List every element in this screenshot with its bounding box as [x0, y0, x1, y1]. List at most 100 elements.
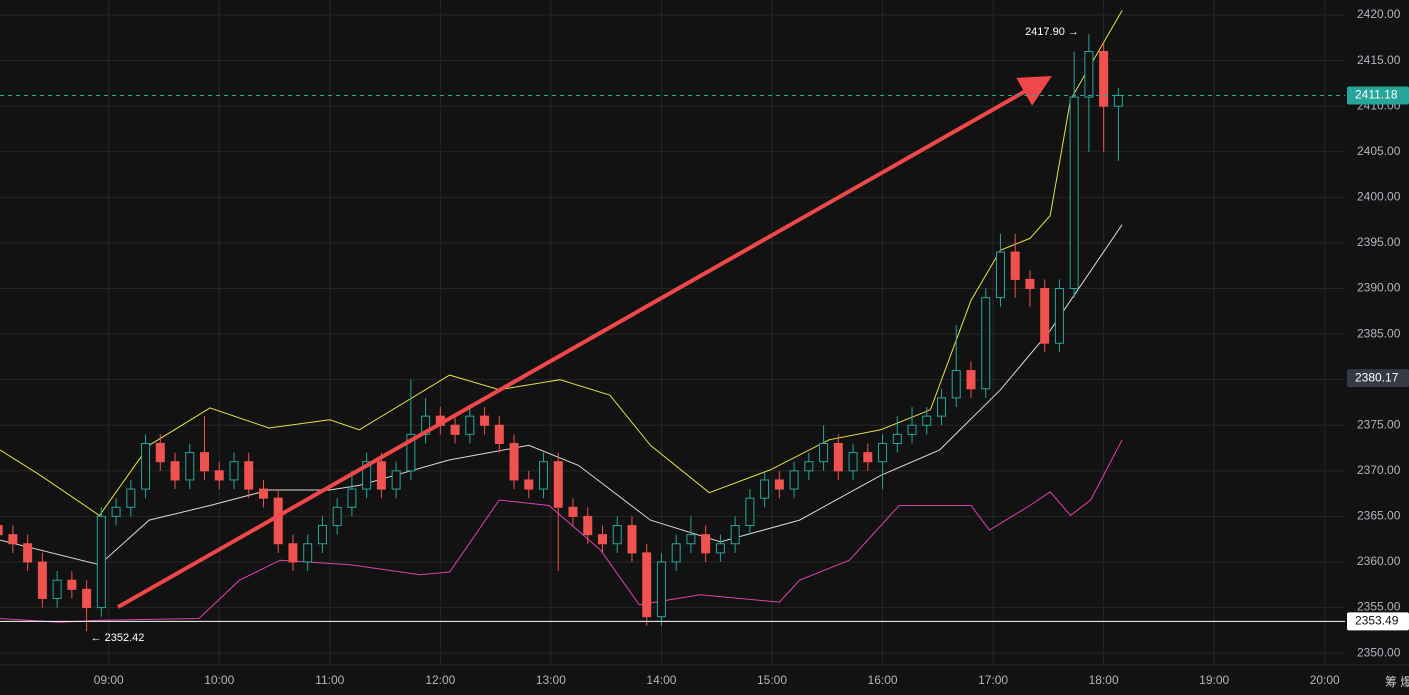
candle-body [819, 442, 829, 463]
candle-body [553, 461, 563, 508]
candle-body [376, 461, 386, 490]
candle-body [804, 461, 814, 472]
candle-body [1069, 96, 1079, 290]
candle-body [951, 370, 961, 399]
candle-body [1099, 51, 1109, 107]
y-tick-label: 2390.00 [1357, 281, 1401, 295]
y-tick-label: 2405.00 [1357, 144, 1401, 158]
bands [0, 10, 1123, 623]
candle-body [981, 297, 991, 390]
candle-body [1040, 288, 1050, 344]
candle-body [244, 461, 254, 490]
extreme-label: 2417.90 → [1025, 26, 1079, 38]
candle-body [317, 525, 327, 545]
x-tick-label: 17:00 [978, 673, 1008, 687]
candle-body [701, 534, 711, 554]
candle-body [494, 424, 504, 444]
candle-body [406, 433, 416, 472]
candle-body [1010, 251, 1020, 280]
x-tick-label: 09:00 [94, 673, 124, 687]
x-tick-label: 19:00 [1199, 673, 1229, 687]
overlays: 2411.18 2380.17 2353.49 2417.90 → ← 2352.42 [0, 26, 1409, 644]
candle-body [362, 461, 372, 490]
y-tick-label: 2375.00 [1357, 417, 1401, 431]
candle-body [185, 452, 195, 481]
corner-text: 筹 爆 [1385, 675, 1409, 689]
candle-body [966, 370, 976, 390]
candle-body [509, 442, 519, 481]
candle-body [907, 424, 917, 435]
band-line [0, 224, 1123, 566]
candle-body [568, 506, 578, 517]
candle-body [170, 461, 180, 481]
candle-body [258, 488, 268, 499]
candle-body [1025, 278, 1035, 290]
candle-body [627, 525, 637, 554]
candle-body [833, 442, 843, 472]
candle-body [200, 452, 210, 472]
y-tick-label: 2360.00 [1357, 554, 1401, 568]
candle-body [583, 515, 593, 536]
y-tick-label: 2370.00 [1357, 463, 1401, 477]
candle-body [480, 415, 490, 426]
y-tick-label: 2420.00 [1357, 7, 1401, 21]
candle-body [745, 497, 755, 527]
candle-body [1113, 94, 1123, 107]
candle-body [273, 497, 283, 545]
x-tick-label: 15:00 [757, 673, 787, 687]
candle-body [671, 543, 681, 563]
candle-body [303, 543, 313, 563]
x-tick-label: 20:00 [1310, 673, 1340, 687]
candle-body [848, 452, 858, 472]
candle-body [23, 543, 33, 563]
extreme-label: ← 2352.42 [91, 632, 145, 644]
y-tick-label: 2350.00 [1357, 645, 1401, 659]
candle-body [686, 534, 696, 545]
candle-body [995, 251, 1005, 299]
price-tag-label: 2380.17 [1355, 370, 1399, 384]
candle-body [347, 488, 357, 508]
y-tick-label: 2385.00 [1357, 326, 1401, 340]
candle-body [878, 442, 888, 463]
candle-body [774, 479, 784, 490]
x-tick-label: 10:00 [204, 673, 234, 687]
price-tag-label: 2353.49 [1355, 614, 1399, 628]
price-tag [1347, 86, 1409, 105]
candle-body [922, 415, 932, 426]
x-tick-label: 16:00 [868, 673, 898, 687]
candle-body [465, 415, 475, 435]
candle-body [863, 452, 873, 463]
candle-body [730, 525, 740, 545]
candle-body [642, 552, 652, 618]
price-tag-label: 2411.18 [1355, 88, 1398, 102]
candle-body [524, 479, 534, 490]
candle-body [612, 525, 622, 545]
y-tick-label: 2415.00 [1357, 53, 1401, 67]
candle-body [8, 534, 18, 545]
candle-body [96, 515, 106, 609]
candle-body [937, 397, 946, 417]
trend-arrow [117, 76, 1052, 609]
x-tick-label: 18:00 [1089, 673, 1119, 687]
band-line [0, 439, 1123, 623]
y-tick-label: 2395.00 [1357, 235, 1401, 249]
y-tick-label: 2355.00 [1357, 600, 1401, 614]
candle-body [37, 561, 47, 599]
candle-body [288, 543, 298, 563]
y-tick-label: 2365.00 [1357, 509, 1401, 523]
candles [0, 34, 1123, 632]
candle-body [715, 543, 725, 554]
candle-body [391, 470, 401, 490]
candle-body [539, 461, 549, 490]
candle-body [1054, 288, 1064, 344]
candle-body [67, 579, 77, 590]
candle-body [760, 479, 770, 499]
candle-body [126, 488, 136, 508]
x-tick-label: 11:00 [315, 673, 344, 687]
candle-body [332, 506, 342, 527]
candle-body [52, 579, 62, 599]
candle-body [0, 525, 3, 536]
candle-body [141, 442, 151, 490]
